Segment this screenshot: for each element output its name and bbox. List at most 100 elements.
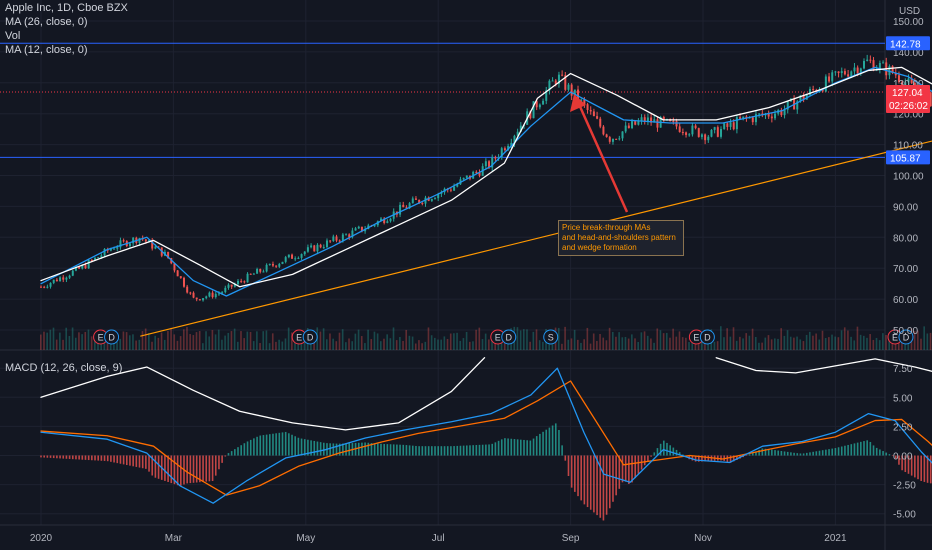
- macd-hist-bar: [110, 455, 112, 462]
- macd-hist-bar: [491, 443, 494, 456]
- candle-body: [646, 117, 649, 122]
- volume-bar: [119, 338, 122, 350]
- candle-body: [510, 142, 513, 146]
- macd-overlay-line-a: [40, 357, 486, 431]
- volume-bar: [211, 330, 214, 350]
- macd-hist-bar: [227, 453, 230, 456]
- volume-bar: [850, 336, 852, 350]
- macd-hist-bar: [240, 445, 242, 456]
- time-tick-label: Sep: [562, 533, 580, 544]
- macd-hist-bar: [840, 446, 843, 456]
- event-marker-label: E: [98, 333, 104, 343]
- macd-hist-bar: [272, 433, 274, 456]
- macd-hist-bar: [860, 441, 862, 456]
- candle-body: [494, 157, 497, 159]
- macd-hist-bar: [364, 442, 366, 456]
- macd-tick-label: 5.00: [893, 393, 913, 404]
- macd-hist-bar: [84, 455, 87, 460]
- macd-hist-bar: [869, 441, 872, 456]
- volume-bar: [685, 337, 687, 350]
- event-marker-label: D: [108, 333, 115, 343]
- macd-hist-bar: [736, 455, 738, 460]
- candle-body: [71, 270, 74, 276]
- candle-body: [723, 123, 726, 130]
- candle-body: [608, 137, 611, 142]
- candle-body: [561, 74, 564, 76]
- macd-hist-bar: [561, 445, 563, 456]
- candle-body: [519, 125, 522, 132]
- candle-body: [545, 90, 548, 101]
- candle-body: [859, 68, 862, 74]
- volume-bar: [59, 332, 61, 350]
- macd-hist-bar: [720, 455, 722, 461]
- candle-body: [685, 132, 688, 135]
- macd-hist-bar: [396, 444, 398, 456]
- trendline: [140, 140, 932, 337]
- volume-bar: [128, 335, 131, 350]
- macd-hist-bar: [523, 439, 525, 456]
- candle-body: [357, 226, 360, 229]
- macd-line: [40, 367, 932, 504]
- candle-body: [735, 117, 738, 130]
- macd-hist-bar: [262, 435, 265, 456]
- candle-body: [176, 270, 179, 277]
- volume-bar: [249, 331, 252, 350]
- price-tick-label: 140.00: [893, 48, 924, 59]
- volume-bar: [621, 337, 624, 350]
- volume-bar: [481, 339, 484, 350]
- macd-hist-bar: [643, 455, 646, 466]
- macd-hist-bar: [475, 445, 478, 456]
- volume-bar: [808, 331, 811, 350]
- candle-body: [897, 75, 900, 82]
- macd-hist-bar: [691, 455, 694, 461]
- macd-hist-bar: [564, 455, 567, 461]
- volume-bar: [872, 339, 875, 350]
- candle-body: [94, 257, 97, 261]
- candle-body: [700, 134, 703, 137]
- ma12-legend: MA (12, close, 0): [5, 44, 88, 56]
- candle-body: [929, 92, 932, 107]
- macd-hist-bar: [148, 455, 150, 472]
- macd-hist-bar: [192, 455, 195, 483]
- candle-body: [46, 286, 49, 288]
- macd-hist-bar: [494, 442, 497, 456]
- candle-body: [217, 293, 220, 295]
- volume-bar: [227, 332, 230, 350]
- macd-hist-bar: [443, 446, 446, 456]
- volume-bar: [834, 336, 836, 350]
- volume-bar: [87, 329, 90, 350]
- volume-bar: [138, 339, 141, 350]
- volume-bar: [389, 338, 392, 350]
- candle-body: [103, 248, 106, 256]
- volume-bar: [885, 335, 887, 350]
- macd-hist-bar: [780, 451, 783, 456]
- volume-bar: [777, 338, 779, 350]
- macd-hist-bar: [554, 423, 557, 456]
- macd-hist-bar: [615, 455, 617, 496]
- volume-bar: [332, 338, 334, 350]
- macd-hist-bar: [106, 455, 109, 462]
- candle-body: [430, 199, 433, 201]
- volume-bar: [799, 339, 802, 350]
- volume-bar: [217, 329, 220, 350]
- volume-bar: [170, 327, 172, 350]
- candle-body: [516, 131, 519, 136]
- last-price-label: 127.04: [892, 88, 923, 99]
- volume-bar: [154, 335, 156, 350]
- event-marker-d: [699, 329, 715, 345]
- candle-body: [256, 268, 259, 274]
- candle-body: [840, 71, 843, 74]
- volume-bar: [592, 333, 595, 350]
- candle-body: [386, 221, 389, 223]
- macd-hist-bar: [167, 455, 169, 483]
- candle-body: [249, 273, 252, 275]
- macd-hist-bar: [91, 455, 93, 461]
- macd-hist-bar: [548, 427, 551, 456]
- volume-bar: [564, 326, 566, 350]
- candle-body: [694, 125, 697, 129]
- macd-hist-bar: [542, 431, 544, 456]
- macd-hist-bar: [666, 442, 668, 456]
- candle-body: [901, 81, 904, 87]
- candle-body: [843, 71, 846, 75]
